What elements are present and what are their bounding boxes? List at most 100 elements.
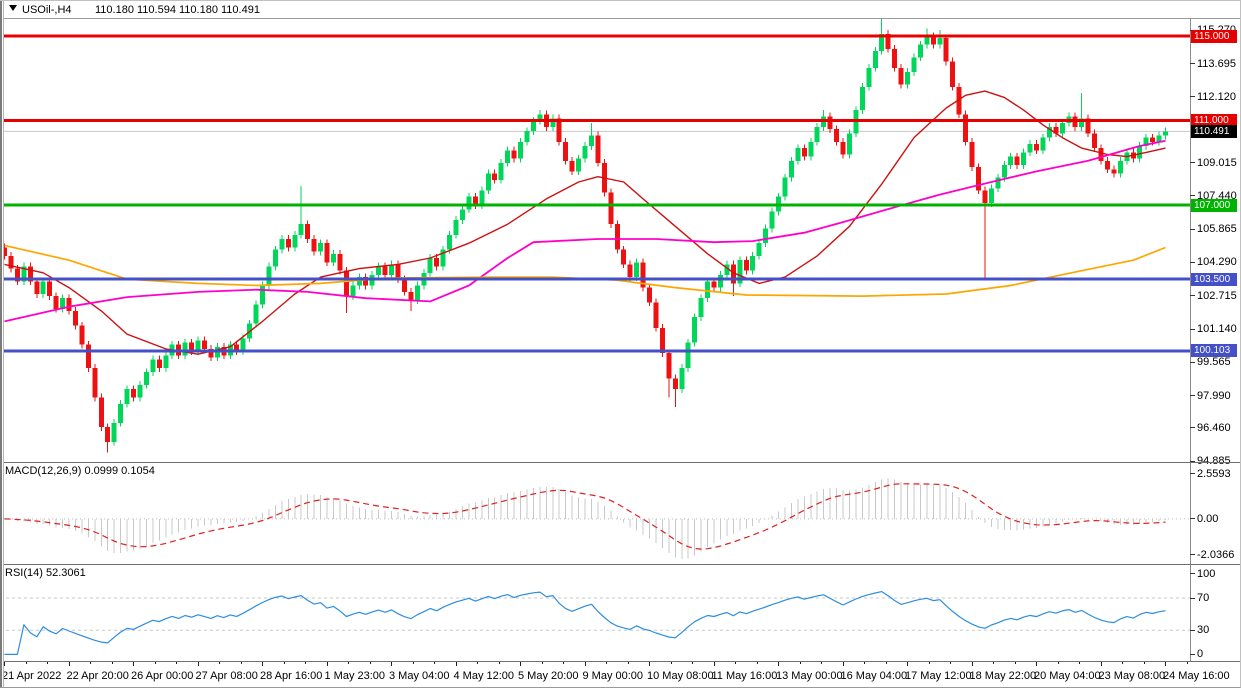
- time-minor-tick: [1122, 662, 1123, 664]
- candle-body: [27, 266, 33, 282]
- time-axis-label: 13 May 00:00: [776, 670, 843, 682]
- rsi-canvas[interactable]: [0, 565, 1190, 660]
- time-axis-label: 4 May 12:00: [453, 670, 515, 682]
- candle-body: [279, 239, 285, 250]
- candle-body: [156, 359, 162, 368]
- candle-body: [1111, 169, 1117, 174]
- price-chart-canvas[interactable]: [0, 19, 1190, 462]
- candle-body: [1001, 165, 1007, 178]
- time-tick: [1100, 662, 1102, 666]
- candle-body: [795, 148, 801, 161]
- price-tick-label: 112.120: [1197, 90, 1236, 103]
- time-minor-tick: [4, 662, 5, 664]
- candle-body: [692, 317, 698, 343]
- candle-body: [1059, 122, 1065, 134]
- candle-body: [917, 44, 923, 58]
- candle-body: [1163, 131, 1168, 136]
- candle-body: [1098, 148, 1104, 161]
- candle-body: [982, 190, 988, 204]
- time-minor-tick: [907, 662, 908, 664]
- candle-body: [743, 260, 749, 271]
- time-minor-tick: [821, 662, 822, 664]
- rsi-tick: [1190, 653, 1195, 655]
- symbol-dropdown-icon[interactable]: [9, 5, 17, 11]
- time-axis-label: 10 May 08:00: [647, 670, 714, 682]
- time-axis-label: 1 May 23:00: [324, 670, 386, 682]
- time-minor-tick: [692, 662, 693, 664]
- macd-tick-label: -2.0366: [1197, 548, 1235, 561]
- candle-body: [1104, 160, 1110, 170]
- time-tick: [907, 662, 908, 666]
- candle-body: [995, 177, 1001, 189]
- candle-body: [814, 127, 820, 142]
- candle-body: [285, 239, 291, 248]
- candle-body: [98, 397, 104, 428]
- candle-body: [556, 118, 562, 142]
- panel-divider[interactable]: [0, 462, 1240, 463]
- price-level-badge: 100.103: [1191, 344, 1237, 358]
- candle-body: [79, 325, 85, 345]
- time-axis-label: 24 May 16:00: [1163, 670, 1230, 682]
- time-tick: [778, 662, 779, 666]
- price-axis-border: [1190, 19, 1191, 661]
- candle-body: [350, 285, 356, 297]
- rsi-tick-label: 0: [1197, 648, 1204, 661]
- time-axis-label: 3 May 04:00: [389, 670, 450, 682]
- time-minor-tick: [456, 662, 457, 664]
- time-minor-tick: [1165, 662, 1166, 664]
- candle-body: [943, 38, 949, 62]
- level-line: [0, 349, 1190, 353]
- time-minor-tick: [305, 662, 306, 664]
- time-tick: [4, 662, 5, 666]
- candle-body: [131, 389, 136, 398]
- time-minor-tick: [26, 662, 27, 664]
- medium-ma-line: [4, 139, 1166, 323]
- chart-header: USOil-,H4 110.180 110.594 110.180 110.49…: [0, 1, 1240, 19]
- time-minor-tick: [219, 662, 220, 664]
- candle-body: [659, 327, 665, 354]
- time-minor-tick: [327, 662, 328, 664]
- candle-body: [653, 302, 659, 328]
- time-tick: [649, 662, 650, 666]
- time-minor-tick: [1187, 662, 1188, 664]
- candle-body: [363, 277, 369, 286]
- candle-body: [827, 116, 833, 130]
- time-minor-tick: [972, 662, 973, 664]
- price-tick-label: 113.695: [1197, 57, 1236, 70]
- time-tick: [584, 662, 586, 666]
- macd-tick-label: 0.00: [1197, 512, 1219, 525]
- time-axis-label: 11 May 16:00: [711, 670, 778, 682]
- time-minor-tick: [198, 662, 199, 664]
- time-minor-tick: [176, 662, 177, 664]
- candle-body: [1085, 118, 1091, 134]
- candle-body: [311, 239, 317, 252]
- level-line: [0, 277, 1190, 281]
- candle-body: [898, 67, 904, 85]
- time-tick: [1036, 662, 1037, 666]
- candle-body: [730, 264, 736, 284]
- price-tick: [1190, 427, 1195, 429]
- macd-canvas[interactable]: [0, 463, 1190, 563]
- candle-body: [182, 342, 188, 356]
- macd-label: MACD(12,26,9) 0.0999 0.1054: [5, 465, 155, 477]
- candle-body: [485, 173, 491, 191]
- candle-body: [711, 281, 717, 288]
- ohlc-values: 110.180 110.594 110.180 110.491: [95, 4, 260, 16]
- candle-body: [8, 255, 14, 269]
- price-tick-label: 105.865: [1197, 223, 1237, 236]
- candle-body: [447, 234, 453, 250]
- time-axis-label: 9 May 00:00: [582, 670, 644, 682]
- candle-body: [124, 389, 130, 404]
- candle-body: [318, 243, 324, 252]
- panel-divider[interactable]: [0, 564, 1240, 565]
- price-tick: [1190, 460, 1195, 462]
- candle-body: [1150, 137, 1156, 142]
- candle-body: [672, 378, 678, 390]
- time-tick: [391, 662, 392, 666]
- candle-body: [679, 367, 685, 390]
- time-tick: [1165, 662, 1166, 666]
- candle-body: [414, 285, 420, 301]
- rsi-tick: [1190, 597, 1195, 599]
- time-minor-tick: [413, 662, 414, 664]
- candle-body: [21, 266, 27, 282]
